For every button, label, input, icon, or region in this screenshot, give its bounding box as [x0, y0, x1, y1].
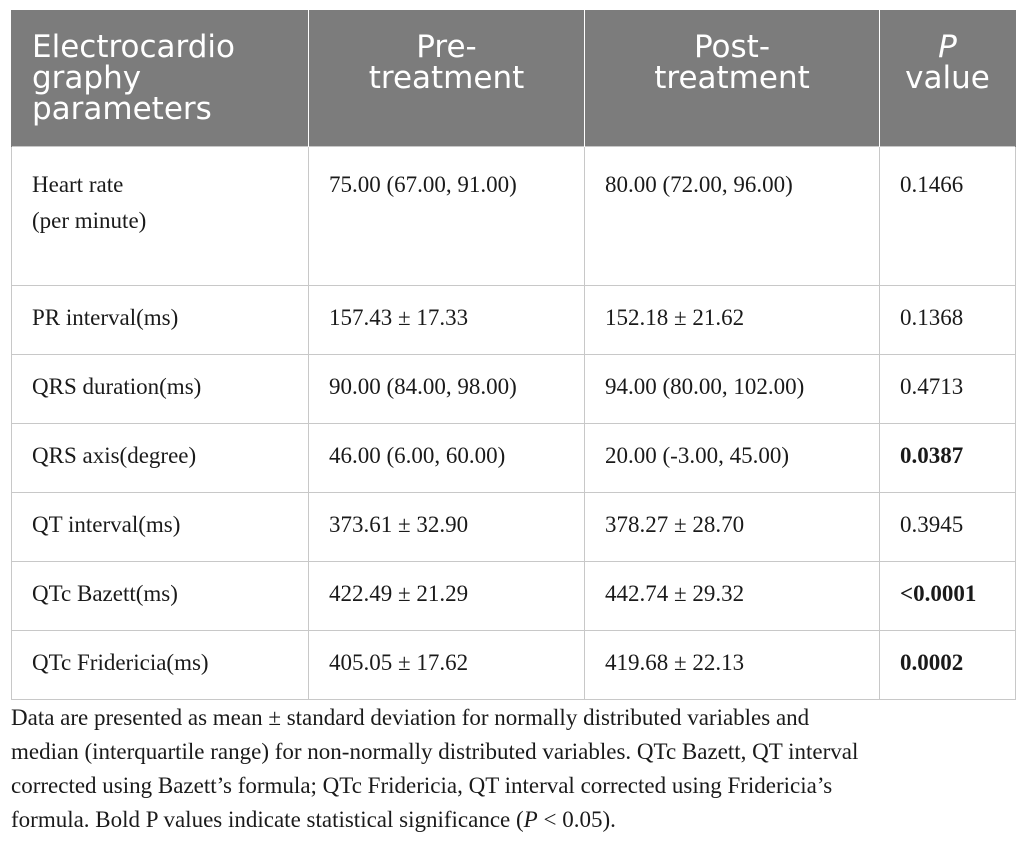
header-pre-line-2: treatment — [368, 60, 525, 96]
table-header-row: Electrocardio graphy parameters Pre- tre… — [11, 10, 1016, 146]
table-row: QRS duration(ms) 90.00 (84.00, 98.00) 94… — [11, 353, 1016, 424]
pre-treatment-value: 405.05 ± 17.62 — [308, 629, 585, 700]
table-footnote: Data are presented as mean ± standard de… — [11, 701, 1015, 837]
table-row: QTc Bazett(ms) 422.49 ± 21.29 442.74 ± 2… — [11, 560, 1016, 631]
pre-treatment-value: 422.49 ± 21.29 — [308, 560, 585, 631]
header-parameters-line-2: graphy — [32, 60, 142, 96]
post-treatment-value: 442.74 ± 29.32 — [584, 560, 880, 631]
p-value-significant: 0.0002 — [879, 629, 1016, 700]
header-pre-treatment: Pre- treatment — [308, 10, 585, 146]
pre-treatment-value: 75.00 (67.00, 91.00) — [308, 145, 585, 286]
post-treatment-value: 20.00 (-3.00, 45.00) — [584, 422, 880, 493]
p-value: 0.3945 — [879, 491, 1016, 562]
header-pre-line-1: Pre- — [416, 29, 477, 65]
pre-treatment-value: 373.61 ± 32.90 — [308, 491, 585, 562]
p-value: 0.4713 — [879, 353, 1016, 424]
parameter-label: Heart rate — [32, 171, 124, 197]
footnote-p-italic: P — [523, 807, 538, 832]
pre-treatment-value: 46.00 (6.00, 60.00) — [308, 422, 585, 493]
footnote-line-4: formula. Bold P values indicate statisti… — [11, 803, 1015, 837]
header-p-italic: P — [938, 29, 957, 65]
header-post-line-2: treatment — [654, 60, 810, 96]
table-container: Electrocardio graphy parameters Pre- tre… — [11, 10, 1016, 700]
ecg-parameters-table: Electrocardio graphy parameters Pre- tre… — [11, 10, 1016, 700]
post-treatment-value: 94.00 (80.00, 102.00) — [584, 353, 880, 424]
p-value: 0.1466 — [879, 145, 1016, 286]
footnote-line-3: corrected using Bazett’s formula; QTc Fr… — [11, 773, 833, 798]
header-parameters-line-1: Electrocardio — [32, 29, 235, 65]
table-row: QT interval(ms) 373.61 ± 32.90 378.27 ± … — [11, 491, 1016, 562]
parameter-cell: QTc Bazett(ms) — [11, 560, 309, 631]
table-row: QRS axis(degree) 46.00 (6.00, 60.00) 20.… — [11, 422, 1016, 493]
header-post-treatment: Post- treatment — [584, 10, 880, 146]
parameter-cell: QTc Fridericia(ms) — [11, 629, 309, 700]
table-row: Heart rate (per minute) 75.00 (67.00, 91… — [11, 145, 1016, 286]
header-parameters-line-3: parameters — [32, 91, 212, 127]
footnote-line-4-end: < 0.05). — [537, 807, 616, 832]
header-parameters: Electrocardio graphy parameters — [11, 10, 309, 146]
footnote-line-1: Data are presented as mean ± standard de… — [11, 705, 810, 730]
table-row: PR interval(ms) 157.43 ± 17.33 152.18 ± … — [11, 284, 1016, 355]
p-value-significant: <0.0001 — [879, 560, 1016, 631]
post-treatment-value: 378.27 ± 28.70 — [584, 491, 880, 562]
parameter-cell: QT interval(ms) — [11, 491, 309, 562]
header-p-value: P value — [879, 10, 1016, 146]
header-value: value — [905, 60, 990, 96]
table-row: QTc Fridericia(ms) 405.05 ± 17.62 419.68… — [11, 629, 1016, 700]
footnote-line-2: median (interquartile range) for non-nor… — [11, 739, 859, 764]
parameter-unit: (per minute) — [32, 207, 147, 233]
parameter-cell: PR interval(ms) — [11, 284, 309, 355]
post-treatment-value: 152.18 ± 21.62 — [584, 284, 880, 355]
pre-treatment-value: 90.00 (84.00, 98.00) — [308, 353, 585, 424]
p-value-significant: 0.0387 — [879, 422, 1016, 493]
footnote-line-4-start: formula. Bold P values indicate statisti… — [11, 807, 524, 832]
post-treatment-value: 80.00 (72.00, 96.00) — [584, 145, 880, 286]
header-post-line-1: Post- — [693, 29, 771, 65]
parameter-cell: QRS axis(degree) — [11, 422, 309, 493]
parameter-cell: Heart rate (per minute) — [11, 145, 309, 286]
pre-treatment-value: 157.43 ± 17.33 — [308, 284, 585, 355]
p-value: 0.1368 — [879, 284, 1016, 355]
parameter-cell: QRS duration(ms) — [11, 353, 309, 424]
post-treatment-value: 419.68 ± 22.13 — [584, 629, 880, 700]
